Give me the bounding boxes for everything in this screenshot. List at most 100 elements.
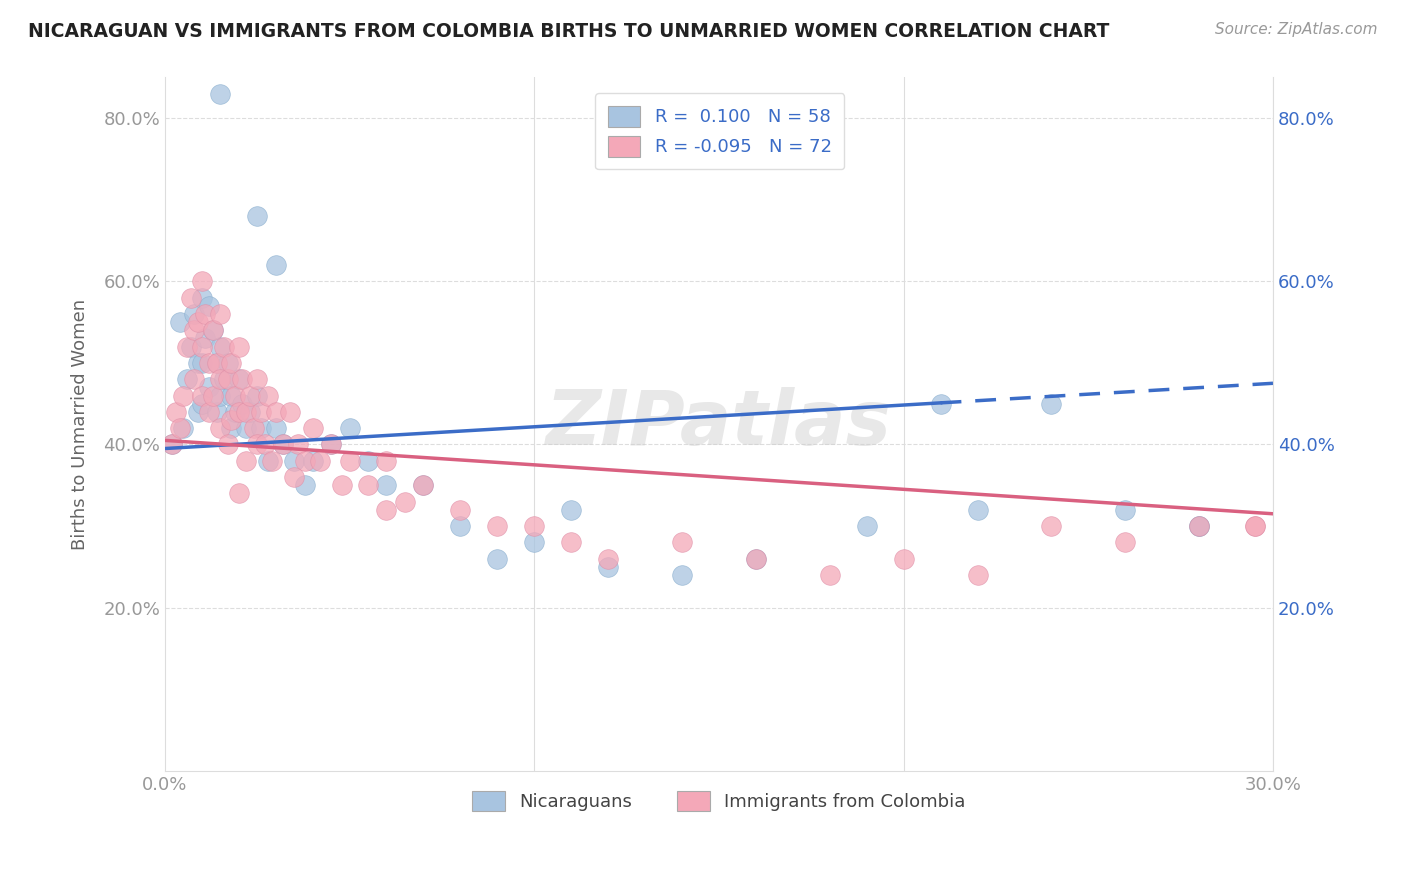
Point [176,340,198,354]
Point [375,478,398,492]
Point [235,421,257,435]
Point [745,551,768,566]
Point [191,340,214,354]
Point [375,454,398,468]
Point [169,315,191,329]
Point [1188,519,1211,533]
Point [187,356,209,370]
Point [209,421,232,435]
Point [246,209,269,223]
Point [1114,502,1136,516]
Point [162,437,184,451]
Point [301,454,323,468]
Text: ZIPatlas: ZIPatlas [546,387,891,461]
Point [198,299,221,313]
Point [201,323,224,337]
Point [260,454,283,468]
Point [176,372,198,386]
Point [294,478,316,492]
Point [486,519,509,533]
Point [183,323,205,337]
Point [246,437,269,451]
Point [221,413,243,427]
Point [412,478,434,492]
Point [201,323,224,337]
Point [205,356,228,370]
Point [235,405,257,419]
Point [1243,519,1265,533]
Point [217,437,239,451]
Point [231,397,253,411]
Point [287,437,309,451]
Point [1188,519,1211,533]
Point [339,454,361,468]
Point [221,388,243,402]
Point [319,437,342,451]
Point [228,340,250,354]
Text: NICARAGUAN VS IMMIGRANTS FROM COLOMBIA BIRTHS TO UNMARRIED WOMEN CORRELATION CHA: NICARAGUAN VS IMMIGRANTS FROM COLOMBIA B… [28,22,1109,41]
Point [191,397,214,411]
Point [191,356,214,370]
Point [375,502,398,516]
Point [191,291,214,305]
Point [301,421,323,435]
Y-axis label: Births to Unmarried Women: Births to Unmarried Women [72,299,89,549]
Point [209,307,232,321]
Point [239,388,262,402]
Legend: Nicaraguans, Immigrants from Colombia: Nicaraguans, Immigrants from Colombia [460,778,979,824]
Point [209,372,232,386]
Point [235,454,257,468]
Point [180,291,202,305]
Point [228,405,250,419]
Point [449,502,471,516]
Point [523,519,546,533]
Point [257,454,280,468]
Point [191,388,214,402]
Point [560,535,582,549]
Point [257,388,280,402]
Point [169,421,191,435]
Point [357,478,380,492]
Point [198,356,221,370]
Point [818,568,841,582]
Point [893,551,915,566]
Point [198,380,221,394]
Point [271,437,294,451]
Point [339,421,361,435]
Point [394,494,416,508]
Point [264,405,287,419]
Point [242,421,264,435]
Point [228,372,250,386]
Point [560,502,582,516]
Point [221,356,243,370]
Point [253,437,276,451]
Point [224,388,246,402]
Point [250,405,273,419]
Point [449,519,471,533]
Point [250,421,273,435]
Point [283,470,305,484]
Point [201,388,224,402]
Point [209,340,232,354]
Point [205,405,228,419]
Point [187,405,209,419]
Point [264,421,287,435]
Point [671,535,693,549]
Point [966,502,988,516]
Point [294,454,316,468]
Point [357,454,380,468]
Point [165,405,187,419]
Point [929,397,952,411]
Point [183,307,205,321]
Point [486,551,509,566]
Point [172,421,194,435]
Point [183,372,205,386]
Point [271,437,294,451]
Point [598,559,620,574]
Point [209,388,232,402]
Point [209,87,232,101]
Point [1114,535,1136,549]
Point [283,454,305,468]
Point [191,274,214,288]
Point [228,486,250,500]
